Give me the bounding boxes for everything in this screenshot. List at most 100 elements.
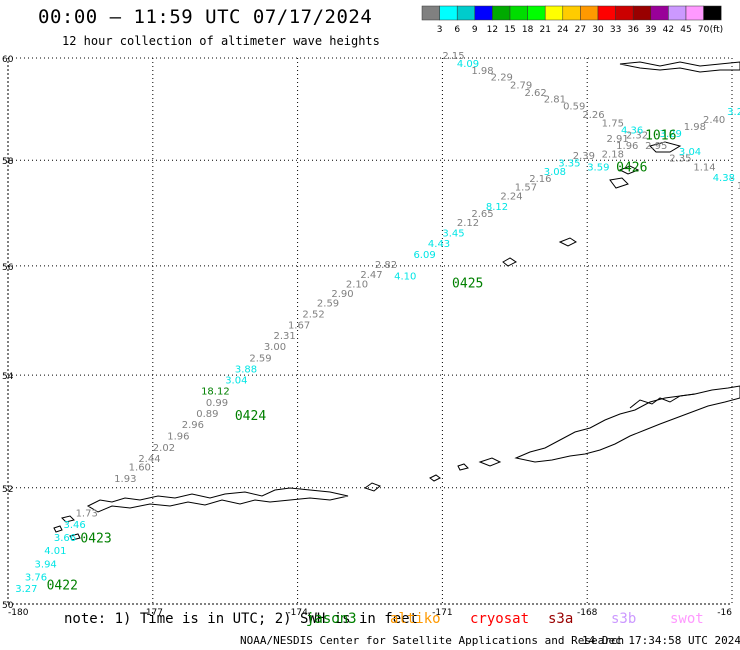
wave-height-label: 0.99 — [206, 398, 228, 409]
wave-height-label: 2.31 — [273, 331, 295, 342]
wave-height-label: 1.96 — [167, 431, 189, 442]
satellite-legend-altiko: altiko — [390, 611, 441, 627]
wave-height-label: 3.21 — [727, 107, 740, 118]
wave-height-label: 4.36 — [621, 125, 643, 136]
wave-height-label: 4.01 — [44, 546, 66, 557]
colorbar-tick-label: 6 — [454, 25, 460, 35]
latitude-label: 52 — [2, 485, 13, 495]
island-4 — [363, 482, 381, 492]
wave-height-label: 1.96 — [616, 141, 638, 152]
wave-height-label: 0.59 — [563, 102, 585, 113]
wave-height-label: 2.44 — [138, 454, 160, 465]
wave-height-label: 2.26 — [582, 110, 604, 121]
wave-height-label: 2.29 — [491, 73, 513, 84]
wave-height-label: 2.79 — [510, 80, 532, 91]
wave-height-label: 2.16 — [529, 174, 551, 185]
wave-height-label: 2.65 — [471, 209, 493, 220]
alaska-peninsula — [514, 385, 740, 463]
wave-height-label: 1.98 — [471, 66, 493, 77]
longitude-label: -180 — [8, 608, 29, 618]
wave-height-label: 2.90 — [331, 289, 353, 300]
track-time-label: 0422 — [47, 578, 78, 593]
wave-height-label: 2.02 — [153, 443, 175, 454]
bristol-coast — [629, 393, 696, 409]
wave-height-label: 1.60 — [129, 463, 151, 474]
wave-height-label: 1.75 — [602, 119, 624, 130]
wave-height-label: 4.09 — [457, 59, 479, 70]
colorbar-tick-label: 42 — [663, 25, 674, 35]
island-7 — [478, 457, 502, 467]
pribilof-island — [502, 257, 517, 267]
wave-height-label: 2.95 — [645, 141, 667, 152]
colorbar-tick-label: 30 — [592, 25, 604, 35]
colorbar-tick-label: 39 — [645, 25, 657, 35]
wave-height-label: 3.35 — [558, 158, 580, 169]
wave-height-label: 6.09 — [413, 250, 435, 261]
credit-line: NOAA/NESDIS Center for Satellite Applica… — [240, 634, 625, 647]
wave-height-label: 2.32 — [626, 130, 648, 141]
wave-height-label: 2.47 — [360, 270, 382, 281]
colorbar-tick-label: 9 — [472, 25, 478, 35]
island-6 — [457, 463, 469, 471]
colorbar-tick-label: 45 — [680, 25, 691, 35]
island-2 — [53, 525, 63, 533]
wave-height-label: 1.98 — [684, 122, 706, 133]
wave-height-label: 2.24 — [500, 191, 522, 202]
wave-height-label: 3.45 — [442, 228, 464, 239]
latitude-label: 60 — [2, 55, 14, 65]
aleutian-coastline — [86, 487, 349, 513]
wave-height-label: 0.89 — [196, 409, 218, 420]
map-title: 00:00 – 11:59 UTC 07/17/2024 — [38, 6, 373, 28]
colorbar-unit-label: (ft) — [710, 25, 724, 35]
wave-height-label: 2.81 — [544, 95, 566, 106]
wave-height-label: 2.18 — [602, 150, 624, 161]
wave-height-label: 3.66 — [54, 533, 76, 544]
wave-height-label: 3.27 — [15, 584, 37, 595]
wave-height-label: 1.14 — [693, 163, 715, 174]
colorbar-tick-label: 27 — [575, 25, 586, 35]
wave-height-label: 1.93 — [114, 474, 136, 485]
wave-height-label: 3.59 — [587, 163, 609, 174]
wave-height-label: 1.57 — [515, 183, 537, 194]
wave-height-label: 2.82 — [375, 260, 397, 271]
track-time-label: 1016 — [645, 128, 676, 143]
wave-height-label: 2.12 — [457, 218, 479, 229]
note-text: note: 1) Time is in UTC; 2) SWH is in fe… — [64, 611, 419, 627]
latitude-label: 50 — [2, 601, 14, 611]
wave-height-label: 3.88 — [235, 364, 257, 375]
wave-height-label: 1.73 — [76, 509, 98, 520]
longitude-label: -168 — [577, 608, 598, 618]
colorbar-tick-label: 21 — [539, 25, 550, 35]
wave-height-label: 1.91 — [737, 181, 740, 192]
satellite-legend-s3b: s3b — [611, 611, 637, 627]
longitude-label: -177 — [143, 608, 163, 618]
wave-height-label: 3.29 — [660, 129, 682, 140]
wave-height-label: 4.43 — [428, 239, 450, 250]
wave-height-label: 4.10 — [394, 271, 416, 282]
north-coast — [619, 61, 740, 73]
island-5 — [429, 474, 441, 482]
wave-height-label: 1.67 — [288, 320, 310, 331]
wave-height-label: 3.94 — [35, 560, 57, 571]
latitude-label: 54 — [2, 372, 14, 382]
latitude-label: 58 — [2, 157, 14, 167]
color-scale-bar: 3 6 9 12 15 18 21 24 27 30 33 36 39 42 45 70 (ft) — [421, 5, 724, 35]
colorbar-tick-label: 70 — [698, 25, 710, 35]
wave-height-label: 2.15 — [442, 51, 464, 62]
track-time-label: 0424 — [235, 409, 266, 424]
longitude-label: -16 — [717, 608, 732, 618]
satellite-legend-cryosat: cryosat — [470, 611, 530, 627]
wave-height-label: 18.12 — [201, 387, 230, 398]
wave-height-label: 2.52 — [302, 309, 324, 320]
wave-height-label: 8.12 — [486, 202, 508, 213]
track-time-label: 0423 — [80, 532, 111, 547]
colorbar-swatch — [703, 5, 722, 21]
wave-height-label: 2.40 — [703, 115, 725, 126]
track-time-label: 0426 — [616, 161, 647, 176]
wave-height-label: 3.04 — [679, 147, 701, 158]
wave-height-label: 2.10 — [346, 279, 368, 290]
colorbar-tick-label: 12 — [487, 25, 498, 35]
nunivak-island — [609, 177, 629, 189]
satellite-legend-jason3: jason3 — [306, 611, 357, 627]
